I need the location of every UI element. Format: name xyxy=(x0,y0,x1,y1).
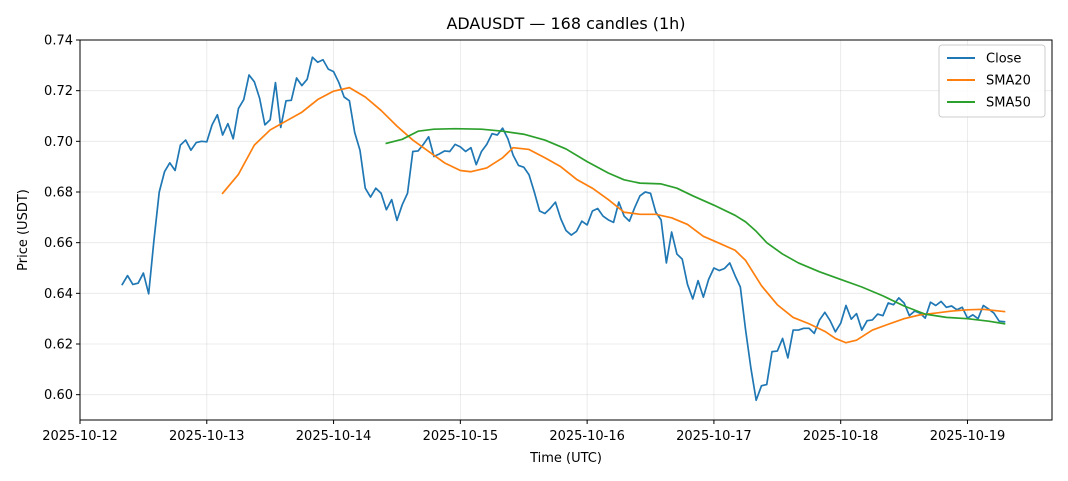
plot-frame xyxy=(79,39,1053,421)
y-tick-label: 0.62 xyxy=(44,338,73,353)
x-tick-label: 2025-10-17 xyxy=(676,429,752,444)
x-axis-ticks: 2025-10-12 2025-10-13 2025-10-14 2025-10-15… xyxy=(42,420,1005,444)
chart-title: ADAUSDT — 168 candles (1h) xyxy=(446,14,685,33)
x-tick-label: 2025-10-15 xyxy=(423,429,499,444)
y-axis-ticks: 0.60 0.62 0.64 0.66 0.68 0.70 0.72 0.74 xyxy=(44,34,80,403)
x-tick-label: 2025-10-12 xyxy=(42,429,118,444)
series-line-close xyxy=(121,56,1006,402)
y-tick-label: 0.74 xyxy=(44,34,73,49)
y-tick-label: 0.60 xyxy=(44,388,73,403)
series-line-sma20 xyxy=(221,86,1006,344)
series-line-sma50 xyxy=(385,127,1006,325)
x-tick-label: 2025-10-13 xyxy=(169,429,245,444)
grid xyxy=(79,39,1052,420)
legend-label-close: Close xyxy=(986,52,1021,67)
y-tick-label: 0.68 xyxy=(44,186,73,201)
legend: Close SMA20 SMA50 xyxy=(938,44,1046,118)
x-tick-label: 2025-10-18 xyxy=(803,429,879,444)
series-lines xyxy=(121,56,1006,402)
x-tick-label: 2025-10-19 xyxy=(930,429,1006,444)
y-tick-label: 0.70 xyxy=(44,135,73,150)
x-tick-label: 2025-10-14 xyxy=(296,429,372,444)
y-tick-label: 0.64 xyxy=(44,287,73,302)
legend-label-sma20: SMA20 xyxy=(986,74,1031,89)
y-axis-label: Price (USDT) xyxy=(16,189,31,271)
legend-label-sma50: SMA50 xyxy=(986,96,1031,111)
legend-box xyxy=(938,44,1046,118)
y-tick-label: 0.66 xyxy=(44,236,73,251)
y-tick-label: 0.72 xyxy=(44,84,73,99)
x-axis-label: Time (UTC) xyxy=(529,451,602,466)
x-tick-label: 2025-10-16 xyxy=(549,429,625,444)
